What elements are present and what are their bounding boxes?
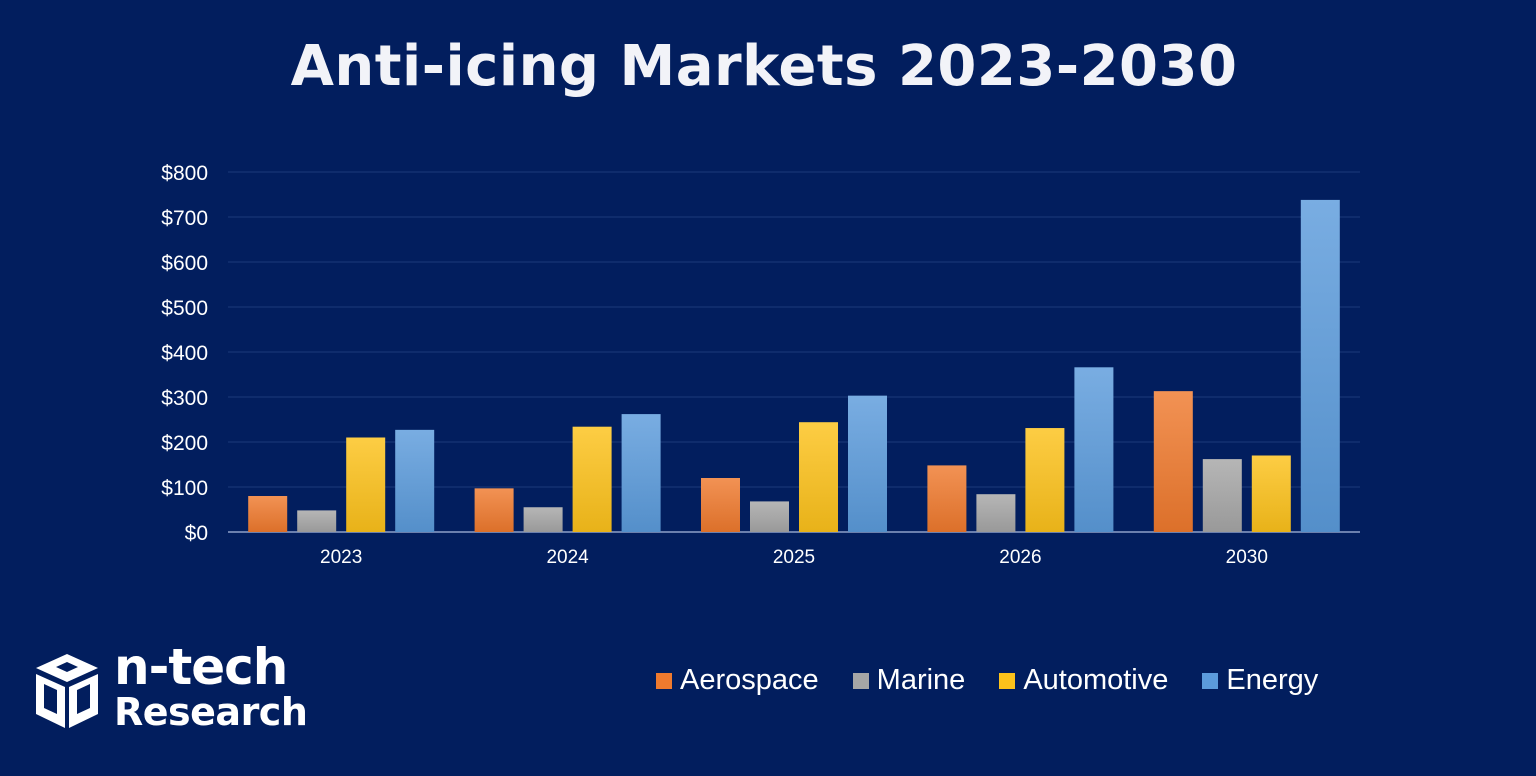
bar-aerospace-2023: [248, 496, 288, 532]
y-tick-label: $0: [185, 522, 208, 545]
bar-aerospace-2030: [1153, 391, 1193, 532]
bar-marine-2030: [1202, 459, 1242, 532]
legend-item-aerospace: Aerospace: [656, 664, 819, 697]
n-tech-logo: n-tech Research: [34, 638, 324, 744]
x-tick-label: 2023: [320, 547, 362, 568]
y-tick-label: $600: [161, 252, 208, 275]
y-tick-label: $800: [161, 162, 208, 185]
logo-line-1: n-tech: [114, 638, 288, 696]
y-tick-label: $500: [161, 297, 208, 320]
y-tick-label: $400: [161, 342, 208, 365]
logo-line-2: Research: [114, 690, 308, 734]
y-tick-label: $100: [161, 477, 208, 500]
bar-energy-2030: [1300, 199, 1340, 532]
bar-marine-2023: [297, 510, 337, 532]
legend-label-marine: Marine: [876, 664, 966, 696]
y-tick-label: $300: [161, 387, 208, 410]
bar-energy-2026: [1074, 367, 1114, 532]
y-tick-label: $700: [161, 207, 208, 230]
bar-automotive-2030: [1251, 455, 1291, 532]
legend-label-aerospace: Aerospace: [680, 664, 819, 696]
legend-swatch-aerospace: [656, 672, 672, 689]
n-tech-logo-mark-icon: [36, 654, 98, 728]
legend-item-automotive: Automotive: [999, 664, 1168, 697]
legend-swatch-automotive: [999, 672, 1016, 689]
x-tick-label: 2024: [546, 547, 589, 568]
bar-marine-2026: [976, 494, 1016, 532]
legend-label-energy: Energy: [1226, 664, 1319, 696]
bar-automotive-2024: [572, 426, 612, 532]
bar-aerospace-2025: [701, 478, 740, 532]
bar-automotive-2023: [346, 437, 386, 532]
bar-energy-2025: [848, 395, 887, 532]
legend-label-automotive: Automotive: [1023, 664, 1169, 696]
bar-marine-2024: [523, 507, 563, 532]
bar-automotive-2025: [799, 422, 838, 532]
y-tick-label: $200: [161, 432, 208, 455]
bar-energy-2024: [621, 414, 661, 532]
legend-swatch-energy: [1202, 672, 1219, 689]
x-tick-label: 2030: [1226, 547, 1268, 568]
bar-automotive-2026: [1025, 428, 1065, 532]
chart-title: Anti-icing Markets 2023-2030: [290, 34, 1238, 99]
bar-marine-2025: [750, 501, 789, 532]
x-tick-label: 2025: [773, 547, 815, 568]
bar-aerospace-2024: [474, 488, 514, 532]
x-tick-label: 2026: [999, 547, 1041, 568]
legend-item-marine: Marine: [852, 664, 966, 697]
legend-item-energy: Energy: [1202, 664, 1318, 697]
legend-swatch-marine: [852, 672, 869, 689]
chart-legend: Aerospace Marine Automotive Energy: [656, 664, 1318, 697]
bar-aerospace-2026: [927, 465, 967, 532]
bar-energy-2023: [395, 429, 435, 532]
